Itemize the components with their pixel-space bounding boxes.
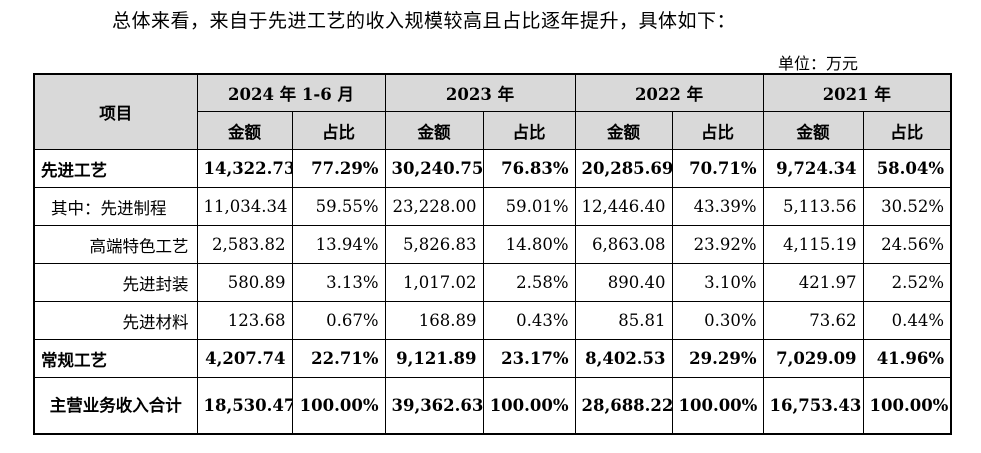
amount-header: 金额: [196, 111, 293, 150]
intro-paragraph: 总体来看，来自于先进工艺的收入规模较高且占比逐年提升，具体如下：: [112, 10, 737, 32]
amount-cell: 1,017.02: [384, 263, 484, 302]
amount-cell: 9,121.89: [384, 339, 484, 378]
share-cell: 43.39%: [671, 187, 764, 226]
share-cell: 3.13%: [291, 263, 386, 302]
row-label: 先进工艺: [33, 149, 198, 188]
share-cell: 70.71%: [671, 149, 764, 188]
amount-cell: 168.89: [384, 301, 484, 340]
table-row: 主营业务收入合计 18,530.47 100.00% 39,362.63 100.00%…: [33, 377, 952, 435]
share-cell: 0.30%: [671, 301, 764, 340]
share-cell: 76.83%: [482, 149, 576, 188]
unit-label: 单位：万元: [778, 54, 859, 73]
amount-cell: 8,402.53: [574, 339, 673, 378]
share-header: 占比: [862, 111, 952, 150]
share-cell: 29.29%: [671, 339, 764, 378]
share-cell: 30.52%: [862, 187, 952, 226]
table-body: 先进工艺 14,322.73 77.29% 30,240.75 76.83% 20,285…: [33, 149, 952, 435]
share-header: 占比: [482, 111, 576, 150]
share-cell: 3.10%: [671, 263, 764, 302]
amount-cell: 123.68: [196, 301, 293, 340]
amount-cell: 5,826.83: [384, 225, 484, 264]
amount-cell: 73.62: [762, 301, 864, 340]
share-cell: 41.96%: [862, 339, 952, 378]
share-cell: 0.43%: [482, 301, 576, 340]
share-cell: 2.52%: [862, 263, 952, 302]
period-header: 2024 年 1-6 月: [196, 73, 386, 112]
table-row: 常规工艺 4,207.74 22.71% 9,121.89 23.17% 8,402.53…: [33, 339, 952, 378]
share-cell: 23.17%: [482, 339, 576, 378]
amount-header: 金额: [762, 111, 864, 150]
amount-cell: 890.40: [574, 263, 673, 302]
amount-cell: 85.81: [574, 301, 673, 340]
row-label: 常规工艺: [33, 339, 198, 378]
amount-header: 金额: [384, 111, 484, 150]
share-cell: 59.55%: [291, 187, 386, 226]
amount-cell: 14,322.73: [196, 149, 293, 188]
amount-cell: 23,228.00: [384, 187, 484, 226]
row-label: 主营业务收入合计: [33, 377, 198, 435]
share-cell: 100.00%: [482, 377, 576, 435]
amount-cell: 6,863.08: [574, 225, 673, 264]
share-cell: 2.58%: [482, 263, 576, 302]
row-label: 高端特色工艺: [33, 225, 198, 264]
share-cell: 77.29%: [291, 149, 386, 188]
table-row: 先进封装 580.89 3.13% 1,017.02 2.58% 890.40 3.10% 4…: [33, 263, 952, 302]
share-cell: 13.94%: [291, 225, 386, 264]
table-row: 先进材料 123.68 0.67% 168.89 0.43% 85.81 0.30% 73.6…: [33, 301, 952, 340]
amount-cell: 30,240.75: [384, 149, 484, 188]
amount-cell: 18,530.47: [196, 377, 293, 435]
share-cell: 0.67%: [291, 301, 386, 340]
table-row: 高端特色工艺 2,583.82 13.94% 5,826.83 14.80% 6,863.…: [33, 225, 952, 264]
table-row: 先进工艺 14,322.73 77.29% 30,240.75 76.83% 20,285…: [33, 149, 952, 188]
amount-cell: 28,688.22: [574, 377, 673, 435]
share-cell: 100.00%: [291, 377, 386, 435]
amount-cell: 2,583.82: [196, 225, 293, 264]
share-cell: 14.80%: [482, 225, 576, 264]
table-header: 项目 2024 年 1-6 月 2023 年 2022 年 2021 年 金额 …: [33, 73, 952, 150]
table-row: 其中：先进制程 11,034.34 59.55% 23,228.00 59.01% 12,…: [33, 187, 952, 226]
amount-cell: 421.97: [762, 263, 864, 302]
amount-cell: 11,034.34: [196, 187, 293, 226]
row-label: 其中：先进制程: [33, 187, 198, 226]
amount-cell: 39,362.63: [384, 377, 484, 435]
amount-cell: 4,115.19: [762, 225, 864, 264]
share-cell: 58.04%: [862, 149, 952, 188]
period-header: 2022 年: [574, 73, 764, 112]
amount-cell: 7,029.09: [762, 339, 864, 378]
period-header: 2023 年: [384, 73, 576, 112]
amount-cell: 20,285.69: [574, 149, 673, 188]
amount-header: 金额: [574, 111, 673, 150]
share-cell: 0.44%: [862, 301, 952, 340]
amount-cell: 16,753.43: [762, 377, 864, 435]
share-cell: 100.00%: [862, 377, 952, 435]
row-label: 先进材料: [33, 301, 198, 340]
share-cell: 22.71%: [291, 339, 386, 378]
item-header: 项目: [33, 73, 198, 150]
amount-cell: 5,113.56: [762, 187, 864, 226]
revenue-table: 项目 2024 年 1-6 月 2023 年 2022 年 2021 年 金额 …: [33, 73, 953, 435]
period-header: 2021 年: [762, 73, 952, 112]
amount-cell: 12,446.40: [574, 187, 673, 226]
share-header: 占比: [291, 111, 386, 150]
amount-cell: 580.89: [196, 263, 293, 302]
share-header: 占比: [671, 111, 764, 150]
share-cell: 23.92%: [671, 225, 764, 264]
share-cell: 100.00%: [671, 377, 764, 435]
row-label: 先进封装: [33, 263, 198, 302]
amount-cell: 9,724.34: [762, 149, 864, 188]
share-cell: 24.56%: [862, 225, 952, 264]
share-cell: 59.01%: [482, 187, 576, 226]
amount-cell: 4,207.74: [196, 339, 293, 378]
